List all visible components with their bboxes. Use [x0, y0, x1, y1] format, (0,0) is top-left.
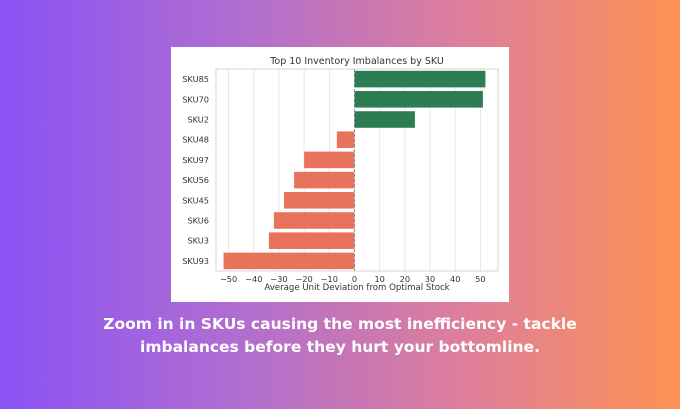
x-tick-label: −30 — [270, 274, 287, 284]
chart-card: Top 10 Inventory Imbalances by SKU SKU85… — [171, 47, 509, 302]
inventory-imbalance-chart: Top 10 Inventory Imbalances by SKU SKU85… — [182, 56, 499, 293]
y-tick-label: SKU45 — [182, 195, 209, 205]
bar-sku70 — [354, 91, 483, 108]
x-tick-label: −50 — [220, 274, 237, 284]
y-tick-label: SKU3 — [187, 236, 209, 246]
x-tick-label: −40 — [245, 274, 262, 284]
x-tick-label: 20 — [400, 274, 410, 284]
caption: Zoom in in SKUs causing the most ineffic… — [0, 313, 680, 359]
y-tick-label: SKU6 — [187, 216, 209, 226]
caption-line-2: imbalances before they hurt your bottoml… — [140, 338, 540, 356]
bar-sku93 — [223, 252, 355, 270]
bar-sku6 — [273, 212, 355, 229]
x-tick-label: 0 — [352, 274, 357, 284]
x-tick-label: 40 — [450, 274, 460, 284]
x-axis-label: Average Unit Deviation from Optimal Stoc… — [264, 283, 449, 293]
x-tick-label: 50 — [475, 274, 485, 284]
y-tick-label: SKU93 — [182, 256, 209, 266]
y-tick-labels: SKU85 SKU70 SKU2 SKU48 SKU97 SKU56 SKU45 SKU6 SK… — [182, 74, 209, 266]
caption-line-1: Zoom in in SKUs causing the most ineffic… — [103, 315, 577, 333]
x-tick-labels: −50 −40 −30 −20 −10 0 10 20 30 40 50 — [220, 274, 486, 284]
chart-title: Top 10 Inventory Imbalances by SKU — [269, 56, 444, 67]
y-tick-label: SKU48 — [182, 135, 209, 145]
bar-sku3 — [268, 232, 355, 249]
y-tick-label: SKU97 — [182, 155, 209, 165]
y-tick-label: SKU70 — [182, 94, 209, 104]
x-tick-label: 10 — [374, 274, 384, 284]
y-tick-label: SKU85 — [182, 74, 209, 84]
x-tick-label: −10 — [321, 274, 338, 284]
x-tick-label: −20 — [295, 274, 312, 284]
bars-group — [223, 70, 486, 270]
plot-frame — [215, 68, 499, 272]
bar-sku97 — [304, 151, 355, 169]
bar-sku2 — [354, 111, 415, 128]
bar-sku56 — [294, 171, 355, 189]
bar-sku48 — [336, 131, 355, 148]
y-tick-label: SKU56 — [182, 175, 209, 185]
bar-sku85 — [354, 70, 486, 88]
y-tick-label: SKU2 — [187, 115, 209, 125]
bar-sku45 — [283, 192, 355, 209]
x-tick-label: 30 — [425, 274, 435, 284]
